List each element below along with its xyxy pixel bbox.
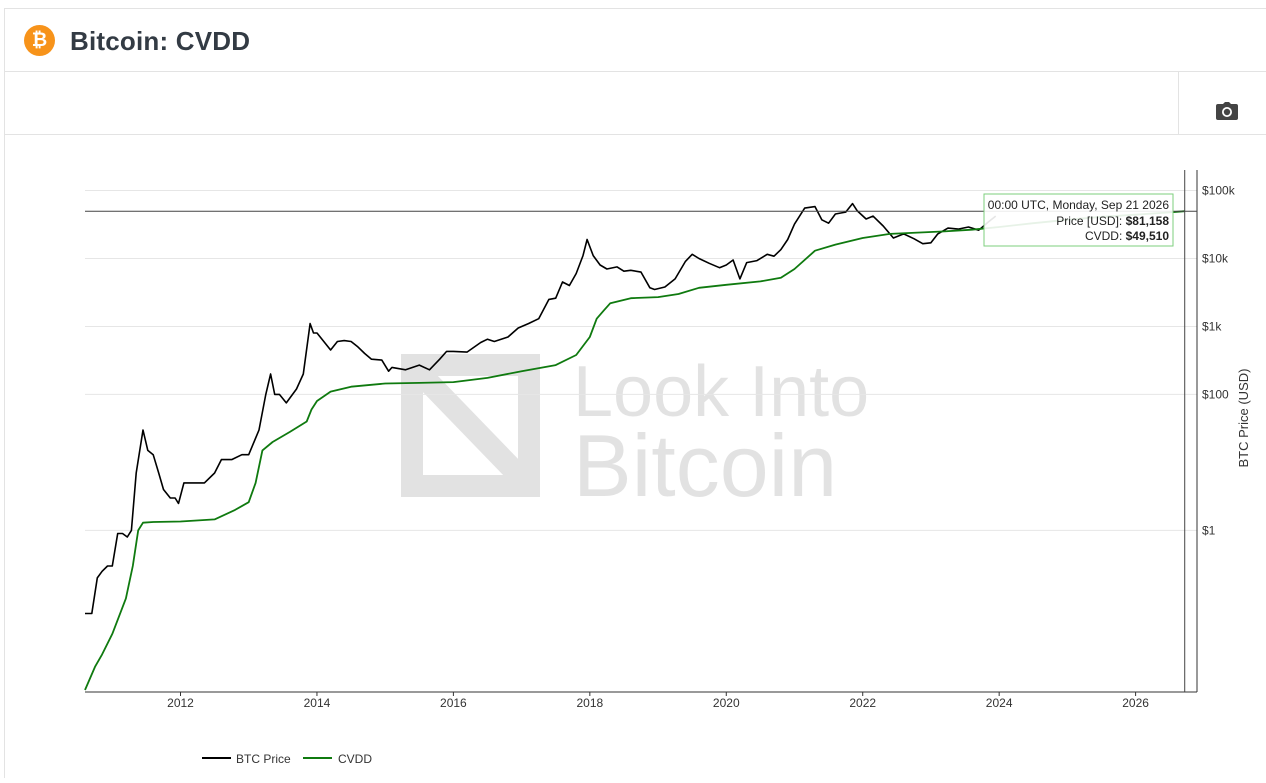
y-axis-title: BTC Price (USD)	[1236, 369, 1251, 468]
legend-item-cvdd[interactable]: CVDD	[303, 752, 372, 766]
tooltip-cvdd: CVDD: $49,510	[1085, 229, 1169, 243]
tooltip-box	[983, 193, 1174, 247]
y-axis-labels: $1 $100 $1k $10k $100k	[1202, 183, 1236, 537]
x-tick-label: 2024	[986, 696, 1013, 710]
watermark: Look Into Bitcoin	[401, 352, 869, 515]
page-frame	[4, 8, 1266, 778]
tooltip-cvdd-label: CVDD:	[1085, 229, 1126, 243]
chart-area: Look Into Bitcoin $1 $100 $1k $10k $100k 201…	[0, 136, 1266, 778]
tooltip-cvdd-value: $49,510	[1126, 229, 1170, 243]
grid-lines	[85, 189, 1197, 531]
tooltip-price-value: $81,158	[1126, 214, 1170, 228]
series-line-cvdd	[84, 210, 1185, 691]
watermark-line2: Bitcoin	[573, 416, 837, 515]
y-tick-label: $1k	[1202, 319, 1222, 333]
chart-toolbar	[4, 72, 1266, 135]
x-tick-label: 2018	[576, 696, 603, 710]
watermark-logo-icon	[401, 354, 540, 497]
bitcoin-logo-icon: ₿	[24, 25, 55, 56]
legend: BTC Price CVDD	[202, 752, 372, 766]
cvdd-chart[interactable]: Look Into Bitcoin $1 $100 $1k $10k $100k 201…	[0, 136, 1266, 778]
toolbar-divider	[1178, 72, 1179, 134]
page-header: ₿ Bitcoin: CVDD	[4, 8, 1266, 72]
legend-label-btc: BTC Price	[236, 752, 291, 766]
y-tick-label: $10k	[1202, 251, 1229, 265]
tooltip: 00:00 UTC, Monday, Sep 21 2026 Price [US…	[983, 193, 1174, 247]
camera-icon[interactable]	[1216, 102, 1238, 120]
page-title: Bitcoin: CVDD	[70, 26, 251, 56]
x-tick-label: 2026	[1122, 696, 1149, 710]
y-tick-label: $100k	[1202, 183, 1236, 197]
x-tick-label: 2022	[849, 696, 876, 710]
tooltip-header: 00:00 UTC, Monday, Sep 21 2026	[988, 198, 1170, 212]
watermark-line1: Look Into	[573, 352, 869, 432]
series-lines	[84, 202, 1185, 691]
series-line-btc-price	[85, 202, 997, 615]
legend-label-cvdd: CVDD	[338, 752, 372, 766]
x-tick-label: 2012	[167, 696, 194, 710]
y-tick-label: $1	[1202, 523, 1216, 537]
legend-item-btc[interactable]: BTC Price	[202, 752, 291, 766]
x-axis-labels: 2012 2014 2016 2018 2020 2022 2024 2026	[167, 692, 1149, 710]
x-tick-label: 2020	[713, 696, 740, 710]
x-tick-label: 2016	[440, 696, 467, 710]
tooltip-price: Price [USD]: $81,158	[1056, 214, 1169, 228]
y-tick-label: $100	[1202, 387, 1229, 401]
tooltip-price-label: Price [USD]:	[1056, 214, 1125, 228]
x-tick-label: 2014	[304, 696, 331, 710]
